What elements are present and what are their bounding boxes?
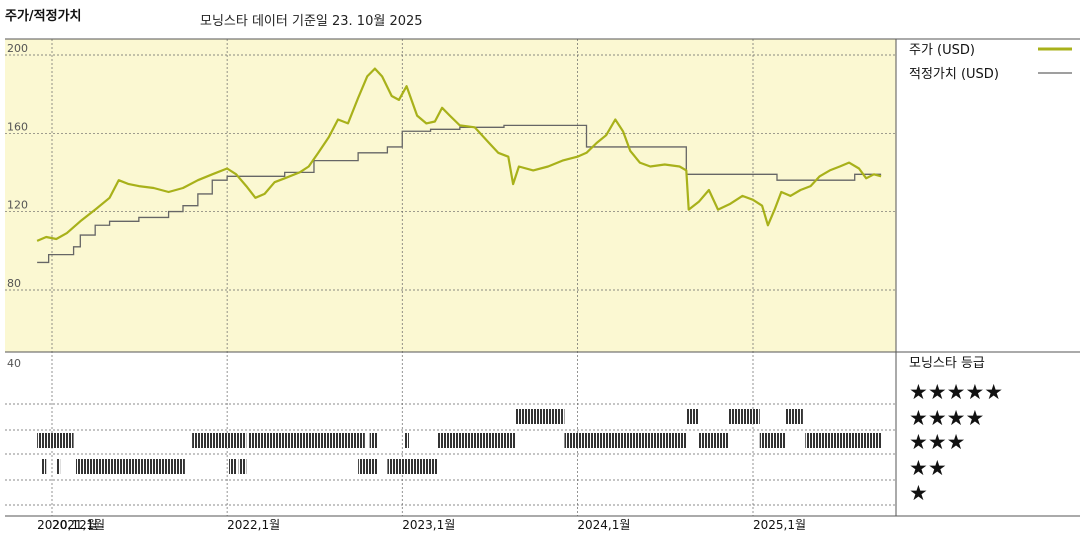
rating-bar-3-stars [805, 433, 882, 448]
rating-bar-3-stars [564, 433, 687, 448]
rating-bar-4-stars [728, 409, 760, 424]
rating-bar-3-stars [248, 433, 365, 448]
y-tick-label: 160 [7, 120, 28, 133]
rating-bar-4-stars [515, 409, 565, 424]
rating-bar-3-stars [37, 433, 74, 448]
rating-level-label: ★★★★ [909, 406, 984, 430]
rating-bar-3-stars [369, 433, 378, 448]
legend-price-label: 주가 (USD) [909, 43, 975, 58]
rating-bar-3-stars [192, 433, 247, 448]
y-tick-label: 80 [7, 277, 21, 290]
y-tick-label: 200 [7, 42, 28, 55]
x-tick-label: 2022,1월 [227, 518, 280, 532]
rating-bar-2-stars [229, 459, 237, 474]
rating-bar-4-stars [686, 409, 699, 424]
price-line [36, 67, 882, 242]
rating-level-label: ★★★★★ [909, 380, 1003, 404]
rating-bar-2-stars [41, 459, 47, 474]
rating-level-label: ★★ [909, 456, 947, 480]
chart-subtitle: 모닝스타 데이터 기준일 23. 10월 2025 [200, 14, 423, 29]
rating-level-label: ★★★ [909, 430, 965, 454]
rating-bar-2-stars [387, 459, 438, 474]
rating-levels: ★★★★★★★★★★★★★★★ [909, 380, 1003, 505]
rating-title: 모닝스타 등급 [909, 356, 985, 371]
rating-bar-2-stars [238, 459, 247, 474]
x-tick-label: 2020,12월 [37, 518, 98, 532]
y-axis-ticks: 200 160 120 80 40 [7, 42, 28, 370]
x-tick-label: 2025,1월 [753, 518, 806, 532]
x-tick-label: 2023,1월 [402, 518, 455, 532]
x-tick-label: 2021,1월 [52, 518, 105, 532]
rating-bar-4-stars [785, 409, 803, 424]
rating-bar-3-stars [404, 433, 409, 448]
rating-level-label: ★ [909, 481, 928, 505]
rating-bar-3-stars [437, 433, 516, 448]
series-lines [36, 67, 882, 264]
rating-bars [37, 409, 882, 474]
chart-title: 주가/적정가치 [5, 8, 82, 24]
rating-bar-3-stars [759, 433, 786, 448]
legend: 주가 (USD) 적정가치 (USD) 모닝스타 등급 [909, 43, 1072, 371]
fair-value-line [37, 124, 882, 264]
rating-bar-2-stars [358, 459, 378, 474]
legend-fair-value-label: 적정가치 (USD) [909, 67, 999, 82]
y-tick-label: 40 [7, 357, 21, 370]
rating-bar-3-stars [698, 433, 729, 448]
rating-bar-2-stars [56, 459, 61, 474]
x-tick-label: 2024,1월 [577, 518, 630, 532]
price-panel-background [5, 39, 896, 352]
rating-bar-2-stars [75, 459, 185, 474]
y-tick-label: 120 [7, 199, 28, 212]
